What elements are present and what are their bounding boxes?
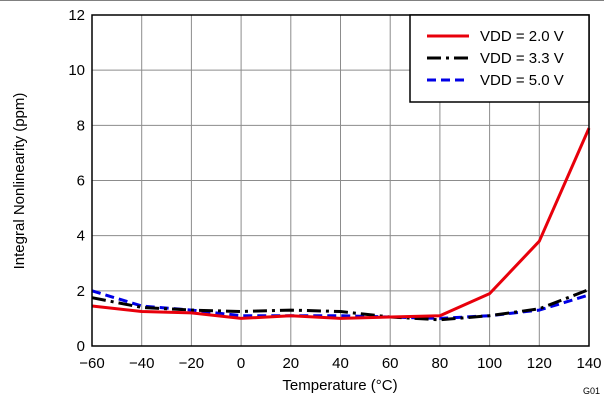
legend-label: VDD = 3.3 V bbox=[480, 50, 564, 67]
y-tick-label: 8 bbox=[77, 117, 85, 134]
legend: VDD = 2.0 V VDD = 3.3 V VDD = 5.0 V bbox=[409, 14, 590, 103]
legend-label: VDD = 5.0 V bbox=[480, 72, 564, 89]
y-tick-label: 10 bbox=[68, 62, 85, 79]
series-lines bbox=[91, 127, 591, 322]
legend-label: VDD = 2.0 V bbox=[480, 28, 564, 45]
x-tick-label: 20 bbox=[282, 355, 299, 372]
x-axis-title: Temperature (°C) bbox=[282, 377, 397, 394]
series-line bbox=[91, 127, 591, 320]
x-tick-label: −60 bbox=[79, 355, 104, 372]
x-tick-label: 140 bbox=[576, 355, 601, 372]
series-line bbox=[91, 288, 590, 322]
y-tick-label: 6 bbox=[77, 173, 85, 190]
x-tick-labels: −60 −40 −20 0 20 40 60 80 100 120 140 bbox=[79, 355, 601, 372]
y-tick-label: 0 bbox=[77, 338, 85, 355]
y-tick-label: 4 bbox=[77, 228, 85, 245]
y-tick-label: 12 bbox=[68, 7, 85, 24]
y-axis-title: Integral Nonlinearity (ppm) bbox=[11, 93, 28, 270]
x-tick-label: 100 bbox=[477, 355, 502, 372]
y-tick-label: 2 bbox=[77, 283, 85, 300]
x-tick-label: 80 bbox=[432, 355, 449, 372]
x-tick-label: −20 bbox=[179, 355, 204, 372]
x-tick-label: 120 bbox=[527, 355, 552, 372]
plot-frame bbox=[91, 14, 590, 347]
x-tick-label: 0 bbox=[237, 355, 245, 372]
x-tick-label: 60 bbox=[382, 355, 399, 372]
x-tick-label: −40 bbox=[129, 355, 154, 372]
x-tick-label: 40 bbox=[332, 355, 349, 372]
y-tick-labels: 0 2 4 6 8 10 12 bbox=[68, 7, 85, 355]
figure-code: G01 bbox=[583, 386, 600, 396]
